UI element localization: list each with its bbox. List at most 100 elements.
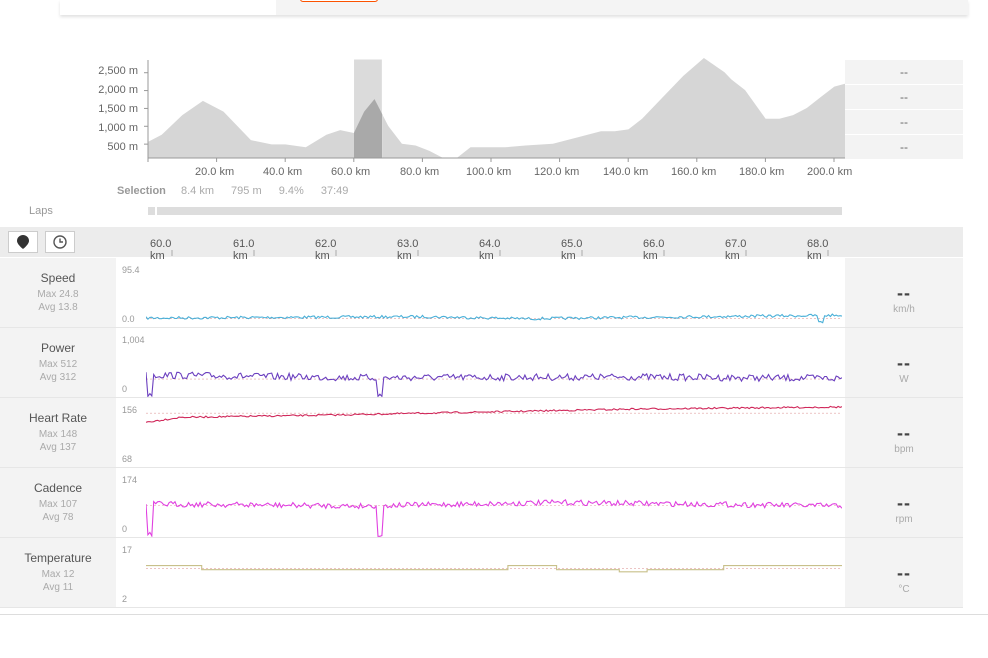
stream-unit: W <box>899 374 909 385</box>
stream-max: Max 512 <box>38 359 78 370</box>
stream-max: Max 148 <box>38 429 78 440</box>
elevation-y-tick: 2,000 m <box>98 84 138 96</box>
stream-name: Power <box>40 341 75 355</box>
elevation-summary-row: -- <box>845 135 963 159</box>
stream-current-value: -- <box>897 423 911 443</box>
distance-mode-button[interactable] <box>8 231 38 253</box>
stream-ymax: 1,004 <box>122 335 145 345</box>
elevation-x-axis: 20.0 km 40.0 km 60.0 km 80.0 km 100.0 km… <box>0 166 900 180</box>
laps-bar[interactable] <box>157 207 842 215</box>
stream-current-value: -- <box>897 283 911 303</box>
stream-ymin: 0.0 <box>122 314 135 324</box>
stream-avg: Avg 78 <box>42 512 74 523</box>
stream-chart-heart-rate[interactable] <box>146 398 842 467</box>
clock-icon <box>53 235 67 249</box>
stream-name: Speed <box>40 271 76 285</box>
laps-label: Laps <box>29 205 53 217</box>
footer-divider <box>0 614 988 615</box>
elevation-y-tick: 1,000 m <box>98 122 138 134</box>
selection-elevation: 795 m <box>231 185 262 197</box>
stream-line-cadence <box>146 498 842 537</box>
row-divider <box>0 467 963 468</box>
stream-chart-power[interactable] <box>146 328 842 397</box>
elevation-x-tick: 140.0 km <box>603 166 649 178</box>
stream-label-1: Power Max 512 Avg 312 <box>0 328 116 397</box>
selection-label: Selection <box>117 185 166 197</box>
stream-ymin: 0 <box>122 524 128 534</box>
stream-ymax: 174 <box>122 475 138 485</box>
selection-summary: Selection 8.4 km 795 m 9.4% 37:49 <box>117 185 362 197</box>
stream-current-value: -- <box>897 353 911 373</box>
scale-tick: 64.0 km <box>479 238 501 262</box>
row-divider <box>0 607 963 608</box>
elevation-x-tick: 120.0 km <box>534 166 580 178</box>
stream-value-4: -- °C <box>845 538 963 607</box>
elevation-y-axis: 2,500 m 2,000 m 1,500 m 1,000 m 500 m <box>78 60 140 160</box>
time-mode-button[interactable] <box>45 231 75 253</box>
elevation-x-tick: 100.0 km <box>466 166 512 178</box>
stream-unit: km/h <box>893 304 915 315</box>
elevation-x-tick: 180.0 km <box>739 166 785 178</box>
elevation-x-tick: 60.0 km <box>331 166 371 178</box>
stream-label-4: Temperature Max 12 Avg 11 <box>0 538 116 607</box>
stream-chart-temperature[interactable] <box>146 538 842 607</box>
stream-max: Max 107 <box>38 499 78 510</box>
stream-ymax: 17 <box>122 545 133 555</box>
selection-grade: 9.4% <box>278 185 304 197</box>
stream-value-3: -- rpm <box>845 468 963 537</box>
elevation-summary-row: -- <box>845 110 963 134</box>
stream-unit: °C <box>898 584 910 595</box>
scale-tick: 61.0 km <box>233 238 255 262</box>
stream-label-2: Heart Rate Max 148 Avg 137 <box>0 398 116 467</box>
selection-time: 37:49 <box>320 185 349 197</box>
stream-unit: bpm <box>894 444 914 455</box>
elevation-y-tick: 500 m <box>107 141 138 153</box>
stream-label-0: Speed Max 24.8 Avg 13.8 <box>0 258 116 327</box>
row-divider <box>0 397 963 398</box>
stream-avg: Avg 11 <box>42 582 74 593</box>
scale-tick: 65.0 km <box>561 238 583 262</box>
elevation-x-tick: 80.0 km <box>400 166 440 178</box>
stream-ymax: 156 <box>122 405 138 415</box>
row-divider <box>0 537 963 538</box>
stream-value-0: -- km/h <box>845 258 963 327</box>
stream-name: Cadence <box>33 481 83 495</box>
elevation-x-tick: 40.0 km <box>263 166 303 178</box>
stream-line-speed <box>146 313 842 324</box>
stream-avg: Avg 13.8 <box>38 302 78 313</box>
stream-current-value: -- <box>897 563 911 583</box>
elevation-summary-row: -- <box>845 60 963 84</box>
scale-tick: 67.0 km <box>725 238 747 262</box>
header-orange-button[interactable] <box>300 0 378 2</box>
laps-bar-start[interactable] <box>148 207 155 215</box>
stream-avg: Avg 312 <box>39 372 77 383</box>
stream-ymin: 68 <box>122 454 133 464</box>
map-pin-icon <box>17 235 29 249</box>
scale-tick: 62.0 km <box>315 238 337 262</box>
row-divider <box>0 327 963 328</box>
scale-tick: 66.0 km <box>643 238 665 262</box>
selection-distance: 8.4 km <box>180 185 214 197</box>
activity-header-card <box>60 0 968 15</box>
elevation-x-tick: 200.0 km <box>807 166 853 178</box>
stream-max: Max 24.8 <box>37 289 79 300</box>
scale-tick: 68.0 km <box>807 238 829 262</box>
stream-chart-speed[interactable] <box>146 258 842 327</box>
stream-name: Temperature <box>24 551 92 565</box>
stream-toolbar <box>0 227 963 257</box>
stream-avg: Avg 137 <box>39 442 77 453</box>
stream-line-heart-rate <box>146 405 842 423</box>
stream-chart-cadence[interactable] <box>146 468 842 537</box>
scale-tick: 63.0 km <box>397 238 419 262</box>
elevation-chart[interactable] <box>143 58 845 164</box>
stream-max: Max 12 <box>41 569 75 580</box>
stream-name: Heart Rate <box>28 411 88 425</box>
scale-tick-marks <box>171 250 829 256</box>
stream-unit: rpm <box>895 514 913 525</box>
elevation-x-tick: 20.0 km <box>195 166 235 178</box>
header-left-panel <box>60 0 276 15</box>
elevation-y-tick: 1,500 m <box>98 103 138 115</box>
stream-line-temperature <box>146 565 842 573</box>
stream-ymin: 0 <box>122 384 128 394</box>
stream-ymin: 2 <box>122 594 128 604</box>
